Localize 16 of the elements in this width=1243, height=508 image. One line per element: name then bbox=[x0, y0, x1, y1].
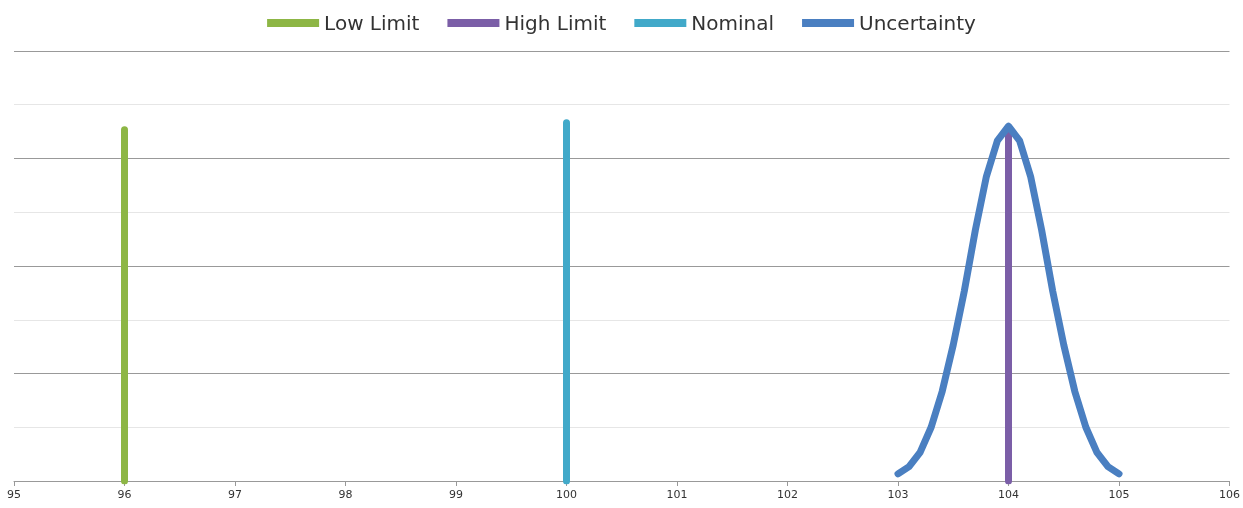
x-tick-label: 100 bbox=[556, 488, 577, 501]
x-tick-label: 102 bbox=[777, 488, 798, 501]
x-tick-label: 106 bbox=[1219, 488, 1240, 501]
x-tick-label: 95 bbox=[7, 488, 21, 501]
legend-label: Low Limit bbox=[324, 11, 420, 35]
x-tick-label: 103 bbox=[887, 488, 909, 501]
legend-label: Nominal bbox=[691, 11, 775, 35]
x-tick-label: 96 bbox=[117, 488, 132, 501]
legend-label: High Limit bbox=[504, 11, 607, 35]
x-tick-label: 104 bbox=[998, 488, 1019, 501]
x-tick-label: 98 bbox=[338, 488, 353, 501]
x-tick-label: 105 bbox=[1108, 488, 1130, 501]
x-tick-label: 101 bbox=[666, 488, 688, 501]
legend-label: Uncertainty bbox=[859, 11, 977, 35]
x-tick-label: 97 bbox=[228, 488, 242, 501]
x-tick-label: 99 bbox=[449, 488, 463, 501]
